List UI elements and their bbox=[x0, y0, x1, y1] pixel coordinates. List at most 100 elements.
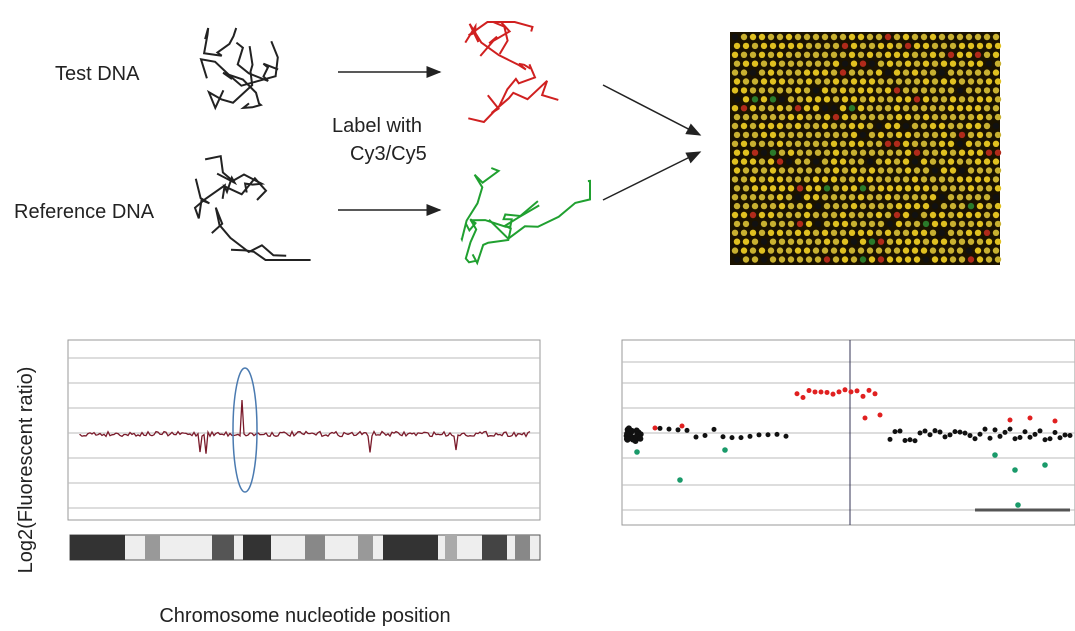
spot bbox=[794, 194, 802, 201]
spot bbox=[868, 131, 876, 139]
spot bbox=[992, 140, 1000, 147]
spot bbox=[760, 256, 768, 263]
spot bbox=[875, 87, 883, 94]
spot bbox=[886, 256, 894, 263]
spot bbox=[803, 194, 811, 201]
spot bbox=[920, 211, 928, 219]
spot bbox=[983, 51, 991, 58]
spot bbox=[778, 220, 786, 228]
spot bbox=[992, 211, 1000, 219]
strand bbox=[487, 80, 559, 114]
spot bbox=[958, 202, 966, 210]
spot bbox=[760, 220, 768, 228]
spot bbox=[940, 149, 948, 156]
spot bbox=[866, 140, 874, 147]
spot bbox=[760, 60, 768, 67]
dot bbox=[722, 447, 728, 453]
spot bbox=[785, 194, 793, 201]
label-text: Cy3/Cy5 bbox=[350, 143, 427, 165]
spot bbox=[976, 220, 984, 228]
spot bbox=[767, 69, 775, 76]
spot bbox=[985, 42, 993, 50]
spot bbox=[733, 78, 741, 85]
spot bbox=[751, 202, 759, 210]
spot bbox=[976, 78, 984, 85]
spot bbox=[850, 131, 858, 139]
band bbox=[212, 535, 234, 560]
spot bbox=[812, 87, 820, 94]
spot bbox=[904, 113, 912, 121]
dot bbox=[1042, 437, 1048, 443]
spot bbox=[731, 176, 739, 183]
dot bbox=[824, 389, 830, 395]
spot bbox=[751, 60, 759, 67]
spot bbox=[776, 229, 784, 236]
spot bbox=[823, 78, 831, 85]
spot bbox=[913, 96, 921, 103]
spot bbox=[974, 158, 982, 165]
spot bbox=[767, 87, 775, 94]
spot bbox=[922, 78, 930, 85]
spot bbox=[839, 105, 847, 112]
spot bbox=[823, 60, 831, 67]
spot bbox=[787, 60, 795, 67]
spot bbox=[976, 149, 984, 156]
spot bbox=[976, 96, 984, 103]
spot bbox=[902, 158, 910, 165]
spot bbox=[992, 176, 1000, 183]
spot bbox=[776, 122, 784, 130]
dot bbox=[702, 433, 708, 439]
spot bbox=[751, 185, 759, 192]
spot bbox=[796, 220, 804, 228]
spot bbox=[814, 60, 822, 67]
spot bbox=[920, 33, 928, 41]
arrow bbox=[602, 84, 702, 136]
dot bbox=[1015, 502, 1021, 508]
spot bbox=[776, 247, 784, 254]
strand bbox=[470, 200, 539, 228]
spot bbox=[929, 69, 937, 76]
spot bbox=[902, 194, 910, 201]
spot bbox=[974, 69, 982, 76]
spot bbox=[911, 211, 919, 219]
spot bbox=[749, 176, 757, 183]
spot bbox=[902, 69, 910, 76]
spot bbox=[922, 60, 930, 67]
spot bbox=[902, 140, 910, 147]
spot bbox=[812, 140, 820, 147]
spot bbox=[949, 238, 957, 245]
strand bbox=[464, 218, 478, 264]
spot bbox=[749, 69, 757, 76]
spot bbox=[877, 149, 885, 156]
spot bbox=[911, 105, 919, 112]
dot bbox=[947, 432, 953, 438]
spot bbox=[893, 176, 901, 183]
dot bbox=[729, 435, 735, 441]
spot bbox=[884, 176, 892, 183]
spot bbox=[886, 60, 894, 67]
spot bbox=[958, 113, 966, 121]
spot bbox=[992, 122, 1000, 130]
spot bbox=[929, 194, 937, 201]
spot bbox=[983, 87, 991, 94]
spot bbox=[848, 158, 856, 165]
spot bbox=[976, 167, 984, 174]
spot bbox=[947, 158, 955, 165]
spot bbox=[877, 256, 885, 263]
spot bbox=[929, 158, 937, 165]
spot bbox=[904, 185, 912, 192]
spot bbox=[731, 211, 739, 219]
spot bbox=[886, 167, 894, 174]
spot bbox=[983, 122, 991, 130]
spot bbox=[841, 167, 849, 174]
spot bbox=[947, 105, 955, 112]
spot bbox=[895, 220, 903, 228]
spot bbox=[974, 194, 982, 201]
spot bbox=[893, 87, 901, 94]
strand bbox=[468, 63, 537, 124]
spot bbox=[985, 113, 993, 121]
spot bbox=[929, 211, 937, 219]
spot bbox=[803, 87, 811, 94]
spot bbox=[731, 33, 739, 41]
strand bbox=[202, 27, 238, 57]
